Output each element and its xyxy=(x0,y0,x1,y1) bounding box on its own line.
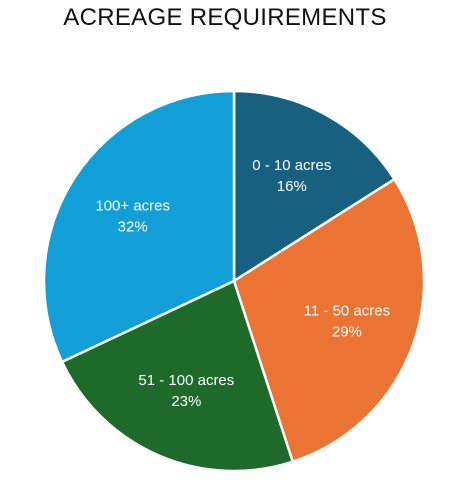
slice-percent-label: 23% xyxy=(171,393,201,410)
slice-percent-label: 32% xyxy=(118,219,148,236)
pie-slice-1 xyxy=(232,177,426,464)
pie-slice-2 xyxy=(60,279,295,473)
slice-category-label: 100+ acres xyxy=(95,198,170,215)
chart-title: ACREAGE REQUIREMENTS xyxy=(63,4,387,31)
slice-category-label: 11 - 50 acres xyxy=(304,303,390,320)
pie-slice-3 xyxy=(42,89,236,364)
slice-category-label: 0 - 10 acres xyxy=(252,157,331,174)
slice-category-label: 51 - 100 acres xyxy=(138,372,234,389)
slice-percent-label: 29% xyxy=(332,324,362,341)
slice-percent-label: 16% xyxy=(277,178,307,195)
pie-slice-0 xyxy=(232,89,397,284)
